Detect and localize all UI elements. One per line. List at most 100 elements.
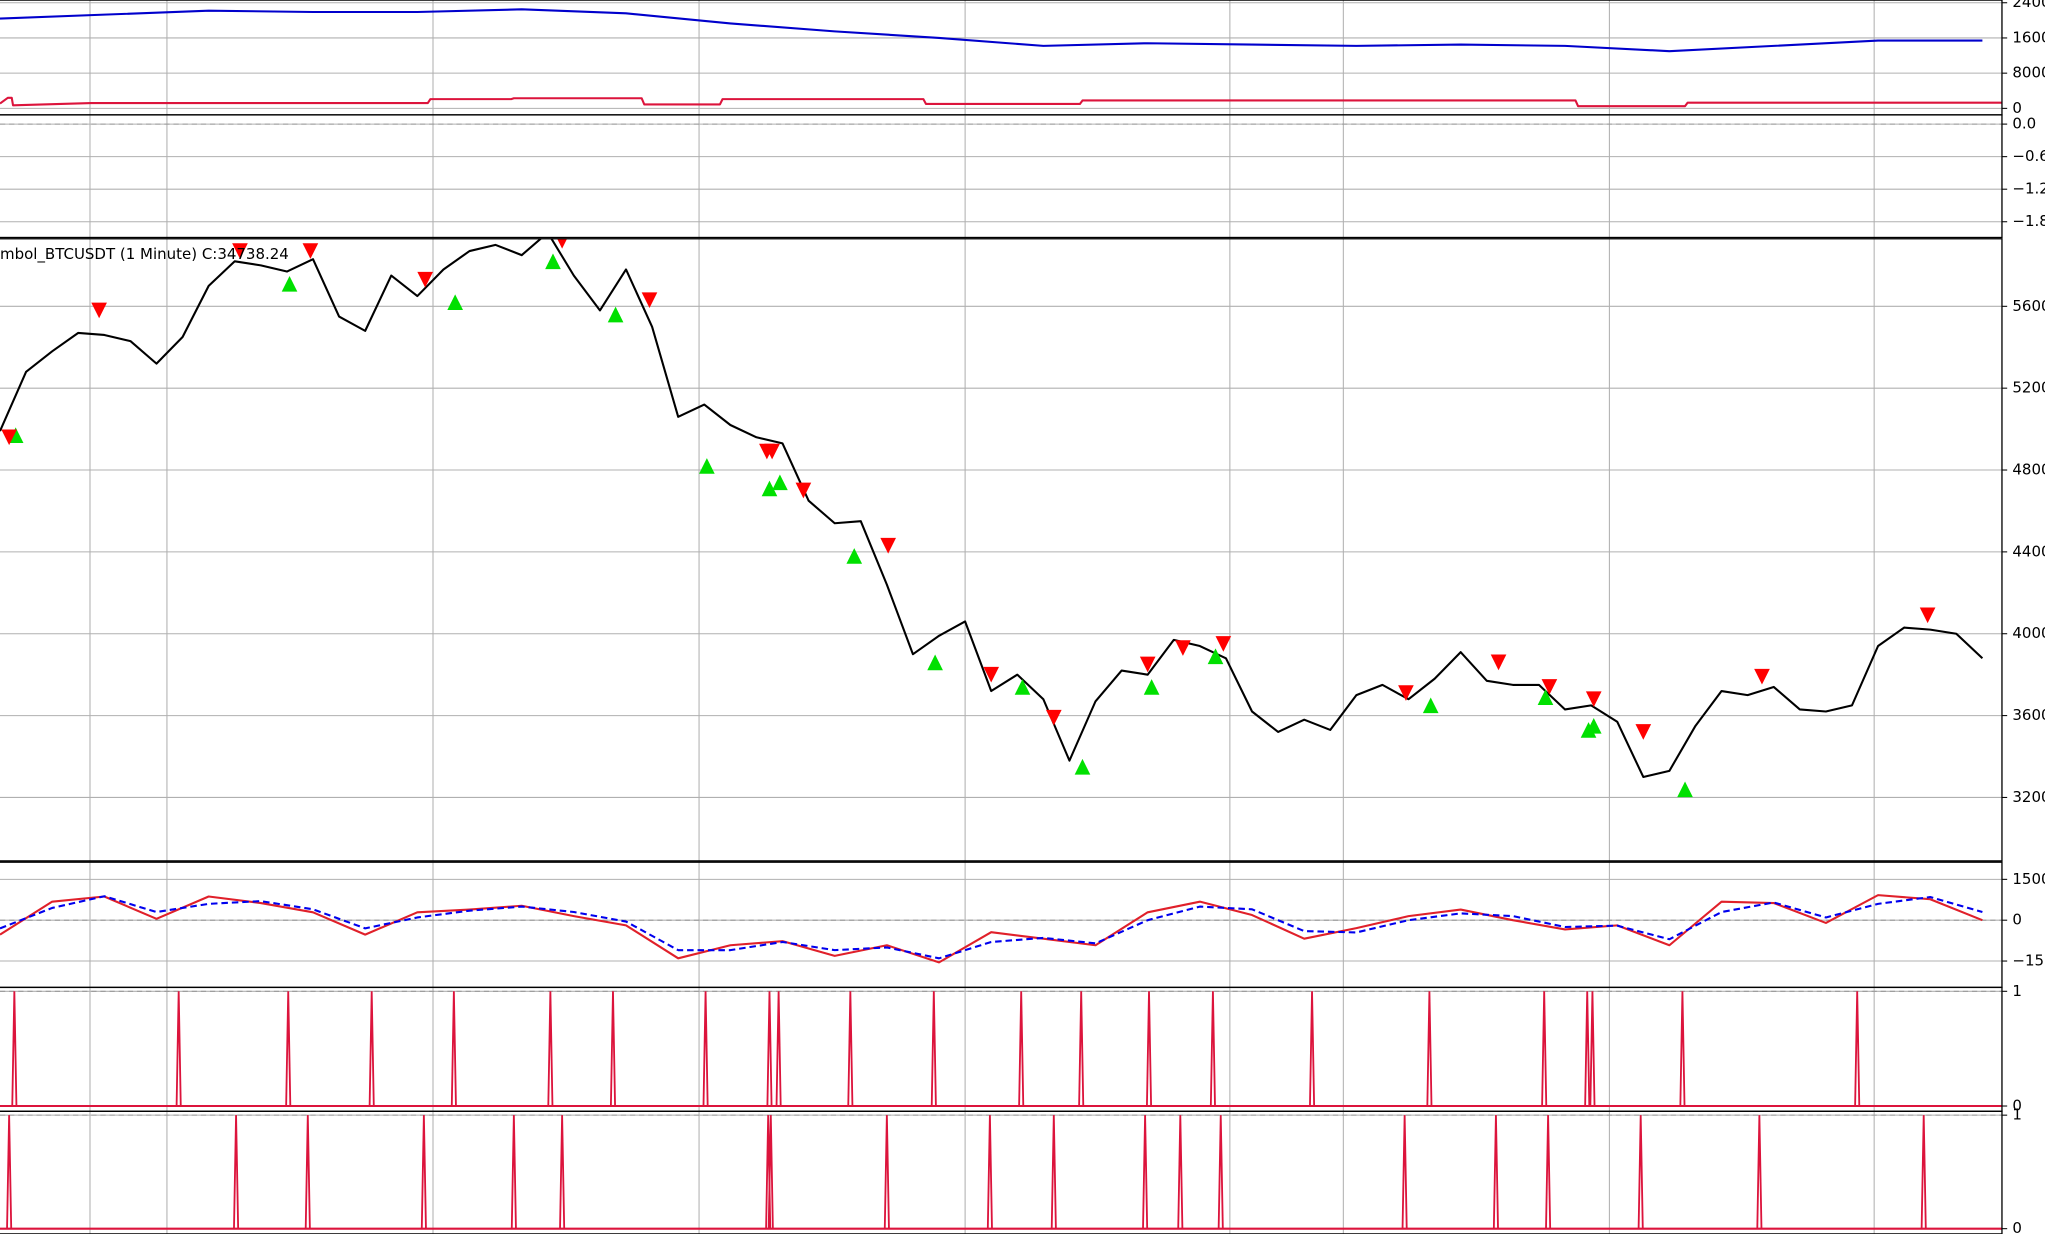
panel-frame xyxy=(0,114,2003,239)
signal-spike xyxy=(702,991,709,1107)
signal-spike xyxy=(1018,991,1025,1107)
signal-spike xyxy=(11,991,18,1107)
signal-spike xyxy=(986,1115,993,1229)
sell-marker xyxy=(1490,654,1507,671)
signal-spike xyxy=(1177,1115,1184,1229)
y-tick-label: 8000 xyxy=(2012,64,2045,82)
signal-spike xyxy=(547,991,554,1107)
signal-spike xyxy=(1637,1115,1644,1229)
sell-marker xyxy=(1175,640,1191,656)
signal-spike xyxy=(510,1115,517,1229)
y-tick-label: 48000 xyxy=(2012,461,2045,479)
y-tick-label: −0.6 xyxy=(2012,147,2045,165)
sell-marker xyxy=(1,429,17,446)
buy-marker xyxy=(927,654,943,671)
signal-spike xyxy=(1146,991,1153,1107)
y-tick-label: 0 xyxy=(2012,99,2022,117)
signal-spike xyxy=(930,991,937,1107)
buy-marker xyxy=(1677,781,1693,798)
signal-spike xyxy=(233,1115,240,1229)
signal-spike xyxy=(1584,991,1591,1107)
buy-marker xyxy=(281,275,298,292)
sell-marker xyxy=(1045,709,1062,726)
signal-spike xyxy=(559,1115,566,1229)
y-tick-label: 24000 xyxy=(2012,0,2045,11)
sell-marker xyxy=(417,271,433,288)
signal-spike xyxy=(1589,991,1596,1107)
buy-marker xyxy=(1422,697,1439,714)
signal-spike xyxy=(1309,991,1316,1107)
sell-marker xyxy=(641,292,658,308)
sell-marker xyxy=(91,302,107,319)
series-line xyxy=(0,96,2002,108)
sell-marker xyxy=(1635,724,1652,740)
signal-spike xyxy=(1541,991,1548,1107)
y-tick-label: 56000 xyxy=(2012,297,2045,315)
panel xyxy=(0,862,2002,988)
y-tick-label: 1 xyxy=(2012,982,2022,1000)
sell-marker xyxy=(1398,685,1414,701)
buy-marker xyxy=(1143,679,1160,695)
buy-marker xyxy=(761,480,778,497)
buy-marker xyxy=(447,294,463,311)
signal-spike xyxy=(1545,1115,1552,1229)
series-line xyxy=(0,8,1983,53)
panel xyxy=(0,114,2002,238)
buy-marker xyxy=(699,458,715,474)
buy-marker xyxy=(1207,648,1224,665)
sell-marker xyxy=(557,238,568,249)
y-tick-label: 40000 xyxy=(2012,624,2045,642)
y-tick-label: −1.2 xyxy=(2012,180,2045,198)
signal-spike xyxy=(450,991,457,1107)
y-tick-label: 32000 xyxy=(2012,788,2045,806)
signal-spike xyxy=(175,991,182,1107)
panel-frame xyxy=(0,0,2003,116)
y-tick-label: 0 xyxy=(2012,1219,2022,1234)
signal-spike xyxy=(1217,1115,1224,1229)
signal-spike xyxy=(609,991,616,1107)
panel xyxy=(0,238,2002,861)
signal-spike xyxy=(1209,991,1216,1107)
sell-marker xyxy=(1541,679,1558,695)
y-tick-label: 0 xyxy=(2012,911,2022,929)
sell-marker xyxy=(1919,607,1936,624)
signal-spike xyxy=(1142,1115,1149,1229)
y-tick-label: 0.0 xyxy=(2012,115,2036,133)
signal-spike xyxy=(1050,1115,1057,1229)
sell-marker xyxy=(795,482,812,499)
sell-marker xyxy=(880,537,896,554)
y-tick-label: 16000 xyxy=(2012,28,2045,46)
signal-spike xyxy=(883,1115,890,1229)
signal-spike xyxy=(1426,991,1433,1107)
sell-marker xyxy=(1215,636,1232,652)
signal-spike xyxy=(1492,1115,1499,1229)
buy-marker xyxy=(607,306,624,323)
y-tick-label: −1.8 xyxy=(2012,212,2045,230)
panel-frame xyxy=(0,986,2003,1112)
series-line xyxy=(0,894,1983,964)
y-tick-label: 52000 xyxy=(2012,379,2045,397)
sell-marker xyxy=(764,443,780,460)
signal-spike xyxy=(1756,1115,1763,1229)
series-line xyxy=(0,238,1984,779)
y-tick-label: 36000 xyxy=(2012,706,2045,724)
signal-spike xyxy=(6,1115,13,1229)
panel-frame xyxy=(0,861,2003,989)
sell-marker xyxy=(302,243,319,259)
signal-spike xyxy=(767,1115,774,1229)
signal-spike xyxy=(285,991,292,1107)
signal-spike xyxy=(420,1115,427,1229)
buy-marker xyxy=(846,548,863,564)
panel-frame xyxy=(0,1110,2003,1234)
signal-spike xyxy=(847,991,854,1107)
chart-title: mbol_BTCUSDT (1 Minute) C:34738.24 xyxy=(0,245,289,264)
y-tick-label: 0 xyxy=(2012,1097,2022,1115)
y-tick-label: 44000 xyxy=(2012,542,2045,560)
signal-spike xyxy=(1401,1115,1408,1229)
buy-marker xyxy=(1537,689,1554,705)
signal-spike xyxy=(1920,1115,1927,1229)
